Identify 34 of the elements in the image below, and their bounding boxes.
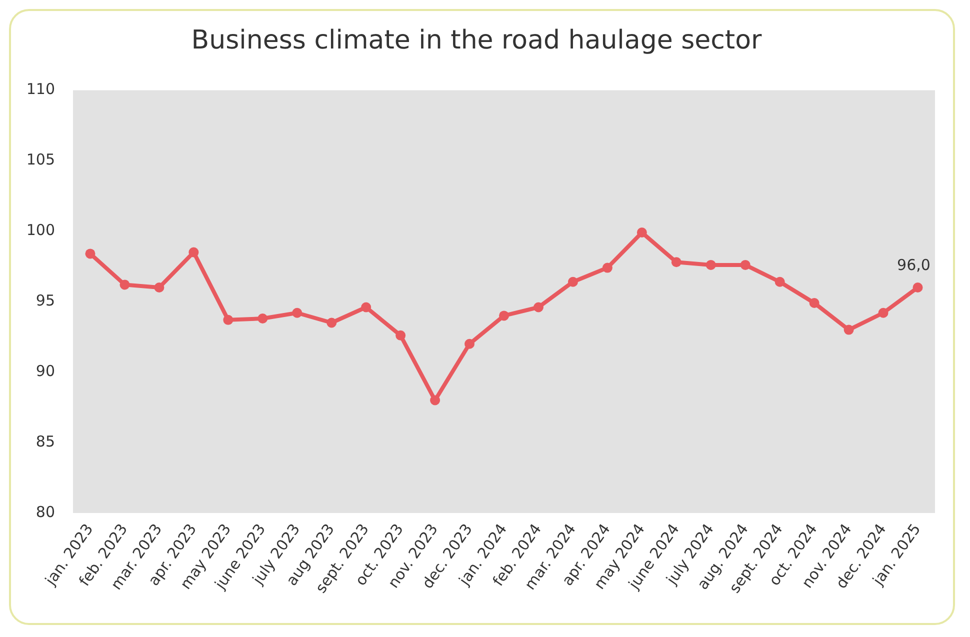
point (223, 314, 234, 325)
y-tick-label: 105 (26, 150, 55, 169)
point (740, 260, 750, 270)
point (361, 302, 372, 312)
y-tick-label: 80 (36, 502, 55, 521)
point (326, 318, 337, 328)
y-tick-label: 95 (36, 292, 55, 310)
point (188, 247, 199, 258)
y-tick-label: 100 (26, 221, 55, 240)
point (85, 248, 96, 259)
point (120, 280, 130, 290)
point (706, 260, 716, 270)
point (809, 298, 820, 308)
point (878, 308, 888, 318)
y-tick-label: 85 (36, 432, 55, 450)
point (154, 282, 164, 293)
point (602, 262, 612, 273)
y-tick-label: 110 (26, 80, 55, 98)
chart-title: Business climate in the road haulage sector (191, 25, 762, 56)
point (533, 302, 544, 312)
data-label: 96,0 (897, 256, 930, 274)
point (844, 324, 854, 335)
point (464, 338, 475, 349)
point (568, 276, 578, 287)
point (636, 228, 647, 238)
y-tick-label: 90 (36, 362, 55, 380)
point (258, 314, 268, 324)
point (774, 276, 785, 287)
point (912, 282, 923, 293)
point (499, 310, 509, 321)
point (292, 308, 302, 318)
point (671, 257, 682, 268)
point (430, 395, 440, 406)
point (396, 330, 406, 340)
